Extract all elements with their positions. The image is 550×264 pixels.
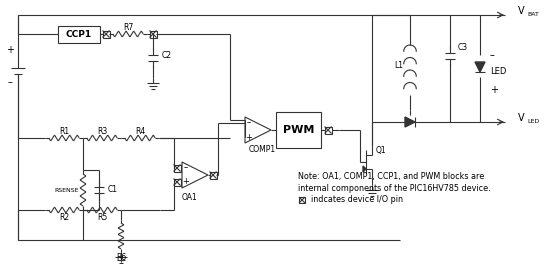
Text: indcates device I/O pin: indcates device I/O pin xyxy=(311,196,403,205)
Text: C1: C1 xyxy=(108,186,118,195)
Text: +: + xyxy=(183,177,189,186)
Bar xyxy=(173,164,180,172)
Bar xyxy=(210,172,217,178)
Text: RSENSE: RSENSE xyxy=(55,187,79,192)
Bar xyxy=(58,26,100,43)
Bar xyxy=(276,112,321,148)
Text: PWM: PWM xyxy=(283,125,314,135)
Polygon shape xyxy=(405,117,415,127)
Bar xyxy=(299,197,305,203)
Text: R5: R5 xyxy=(97,213,107,221)
Bar xyxy=(150,31,157,37)
Text: CCP1: CCP1 xyxy=(66,30,92,39)
Text: V: V xyxy=(518,6,525,16)
Text: R6: R6 xyxy=(116,252,126,262)
Polygon shape xyxy=(475,62,485,72)
Text: R3: R3 xyxy=(97,126,107,135)
Text: R1: R1 xyxy=(59,126,69,135)
Text: R7: R7 xyxy=(123,22,133,31)
Text: BAT: BAT xyxy=(527,12,539,17)
Bar xyxy=(324,126,332,134)
Text: +: + xyxy=(6,45,14,55)
Text: +: + xyxy=(490,85,498,95)
Text: –: – xyxy=(490,50,495,60)
Text: R4: R4 xyxy=(135,126,145,135)
Text: –: – xyxy=(8,77,13,87)
Text: +: + xyxy=(245,133,252,142)
Text: OA1: OA1 xyxy=(182,192,198,201)
Text: Note: OA1, COMP1, CCP1, and PWM blocks are: Note: OA1, COMP1, CCP1, and PWM blocks a… xyxy=(298,172,484,181)
Text: Q1: Q1 xyxy=(376,145,387,154)
Bar xyxy=(173,178,180,186)
Text: –: – xyxy=(247,119,251,128)
Text: L1: L1 xyxy=(394,60,404,69)
Text: COMP1: COMP1 xyxy=(249,145,276,154)
Text: C3: C3 xyxy=(458,44,468,53)
Text: R2: R2 xyxy=(59,213,69,221)
Bar xyxy=(102,31,109,37)
Text: LED: LED xyxy=(527,119,539,124)
Polygon shape xyxy=(363,166,366,172)
Text: LED: LED xyxy=(490,68,507,77)
Text: C2: C2 xyxy=(162,50,172,59)
Text: internal components of the PIC16HV785 device.: internal components of the PIC16HV785 de… xyxy=(298,184,491,193)
Text: V: V xyxy=(518,113,525,123)
Text: –: – xyxy=(184,163,188,172)
